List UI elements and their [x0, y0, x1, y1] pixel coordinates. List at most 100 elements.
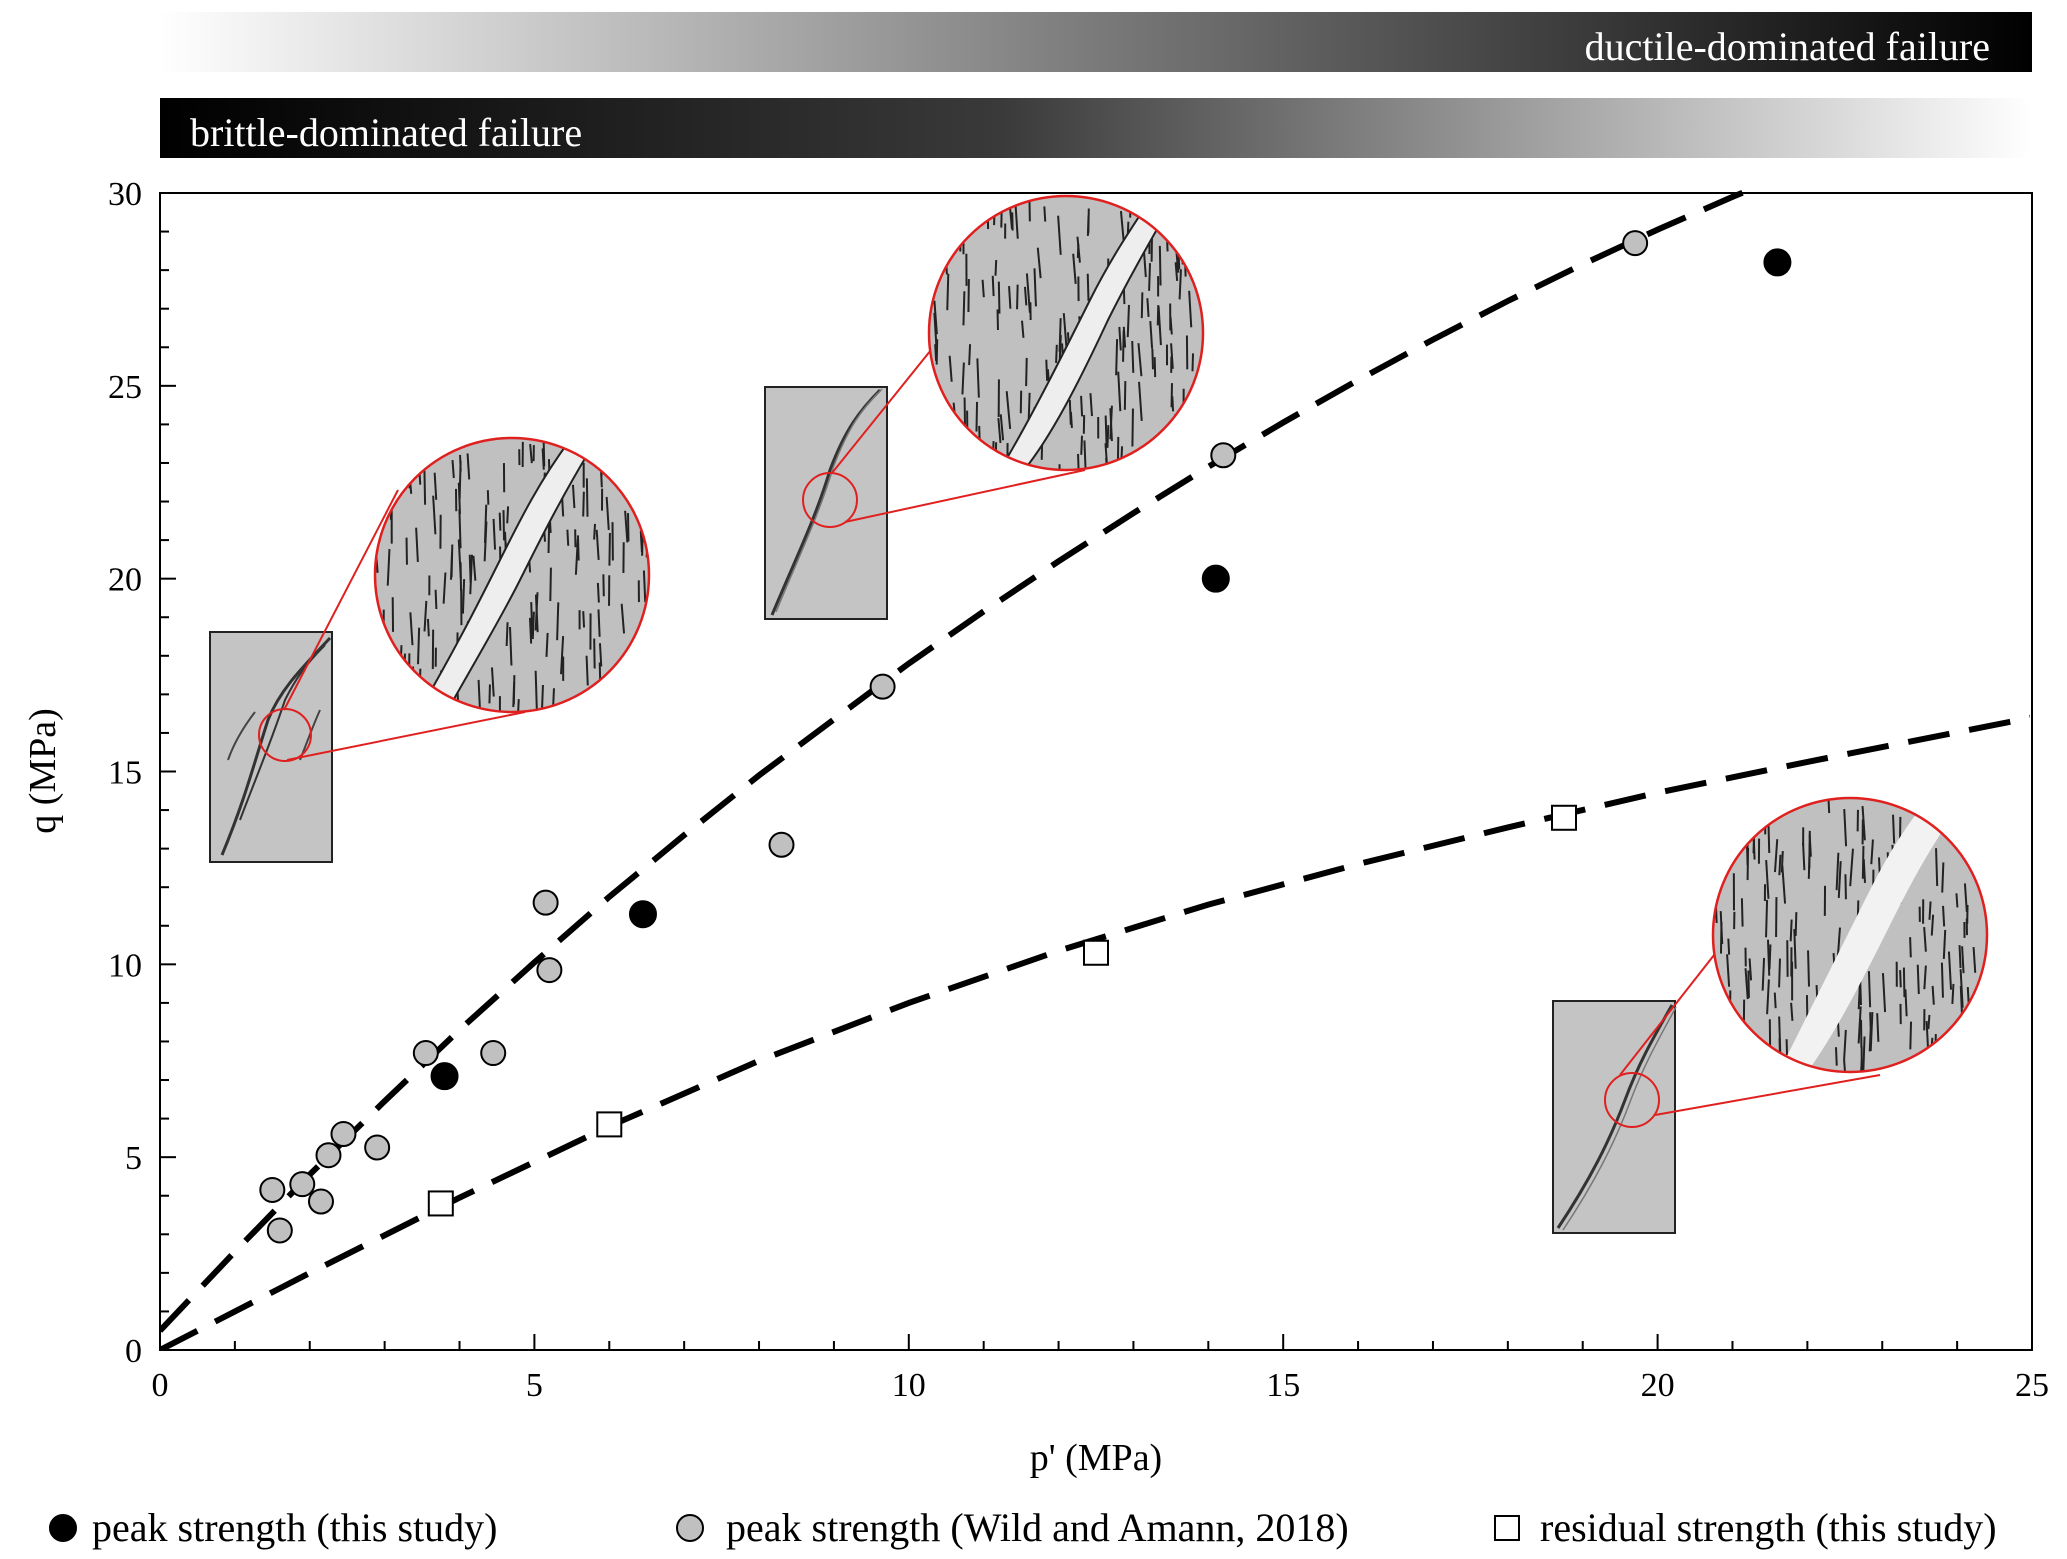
- texture-stroke: [512, 675, 516, 705]
- texture-stroke: [509, 626, 513, 666]
- texture-stroke: [423, 468, 427, 505]
- texture-stroke: [1789, 919, 1793, 942]
- brittle-band-label: brittle-dominated failure: [190, 110, 582, 155]
- texture-stroke: [632, 657, 636, 683]
- texture-stroke: [1713, 869, 1714, 884]
- texture-stroke: [1928, 901, 1932, 920]
- texture-stroke: [978, 425, 982, 465]
- texture-stroke: [594, 439, 598, 467]
- texture-stroke: [1072, 253, 1077, 284]
- peak-wild-amann-point: [330, 1121, 357, 1148]
- texture-stroke: [961, 362, 965, 395]
- texture-stroke: [418, 668, 422, 697]
- texture-stroke: [1120, 446, 1124, 466]
- legend-label-peak-wild-amann: peak strength (Wild and Amann, 2018): [726, 1505, 1349, 1550]
- peak-wild-amann-point: [532, 889, 559, 916]
- texture-stroke: [490, 667, 495, 697]
- peak-wild-amann-point: [315, 1142, 342, 1169]
- texture-stroke: [596, 582, 600, 603]
- x-tick-label: 10: [892, 1367, 926, 1404]
- texture-stroke: [1115, 339, 1119, 376]
- texture-stroke: [419, 446, 423, 467]
- texture-stroke: [994, 442, 998, 470]
- texture-stroke: [948, 355, 953, 382]
- texture-stroke: [1036, 247, 1042, 279]
- texture-stroke: [563, 705, 568, 712]
- texture-stroke: [930, 380, 935, 414]
- texture-stroke: [1170, 343, 1174, 369]
- texture-stroke: [457, 539, 462, 579]
- texture-stroke: [1843, 809, 1848, 847]
- texture-stroke: [1195, 431, 1201, 467]
- texture-stroke: [976, 358, 980, 398]
- texture-stroke: [1913, 1057, 1917, 1072]
- texture-stroke: [1862, 1036, 1866, 1071]
- texture-stroke: [1794, 912, 1798, 936]
- texture-stroke: [483, 521, 488, 562]
- texture-stroke: [1793, 929, 1797, 969]
- texture-stroke: [1773, 839, 1779, 873]
- texture-stroke: [1117, 371, 1122, 412]
- texture-stroke: [1188, 229, 1193, 267]
- texture-stroke: [1146, 298, 1150, 317]
- peak-wild-amann-point: [289, 1171, 316, 1198]
- texture-stroke: [1931, 985, 1935, 1005]
- texture-stroke: [933, 219, 939, 250]
- texture-stroke: [1930, 914, 1935, 936]
- texture-stroke: [1892, 814, 1896, 844]
- texture-stroke: [417, 627, 421, 665]
- texture-stroke: [644, 442, 648, 481]
- texture-stroke: [449, 551, 454, 580]
- texture-stroke: [571, 484, 576, 509]
- texture-stroke: [615, 695, 618, 712]
- fit-line-residual: [160, 714, 2030, 1350]
- texture-stroke: [1970, 1007, 1975, 1040]
- texture-stroke: [1131, 340, 1135, 373]
- texture-stroke: [1778, 854, 1782, 876]
- peak-wild-amann-point: [266, 1217, 293, 1244]
- x-tick-label: 0: [152, 1367, 169, 1404]
- texture-stroke: [1746, 807, 1750, 835]
- texture-stroke: [1958, 945, 1962, 968]
- texture-stroke: [1140, 292, 1144, 319]
- texture-stroke: [1881, 973, 1887, 1013]
- texture-stroke: [1718, 1052, 1722, 1072]
- texture-stroke: [598, 643, 603, 667]
- texture-stroke: [1807, 950, 1810, 987]
- texture-stroke: [1717, 856, 1721, 882]
- texture-stroke: [1033, 268, 1037, 307]
- texture-stroke: [1740, 898, 1744, 927]
- texture-stroke: [375, 661, 381, 696]
- texture-stroke: [1835, 852, 1840, 891]
- texture-stroke: [1733, 839, 1737, 860]
- texture-stroke: [1752, 835, 1756, 860]
- y-tick-label: 5: [125, 1140, 142, 1177]
- peak-wild-amann-point: [412, 1040, 439, 1067]
- texture-stroke: [1077, 453, 1080, 470]
- texture-stroke: [1025, 357, 1028, 387]
- texture-stroke: [597, 609, 601, 637]
- peak-wild-amann-point: [259, 1176, 286, 1203]
- texture-stroke: [1183, 246, 1187, 277]
- texture-stroke: [641, 500, 645, 534]
- legend-marker-residual: [1494, 1515, 1520, 1541]
- residual-this-study-point: [1083, 939, 1109, 966]
- texture-stroke: [651, 704, 652, 719]
- texture-stroke: [1909, 937, 1912, 958]
- texture-stroke: [1956, 1059, 1960, 1072]
- texture-stroke: [1080, 395, 1084, 417]
- texture-stroke: [1178, 269, 1182, 300]
- texture-stroke: [1802, 843, 1806, 871]
- texture-stroke: [457, 482, 461, 515]
- texture-stroke: [1170, 436, 1175, 470]
- texture-stroke: [1023, 286, 1028, 306]
- texture-stroke: [610, 713, 611, 748]
- texture-stroke: [1122, 330, 1125, 362]
- texture-stroke: [946, 273, 950, 311]
- texture-stroke: [1766, 939, 1771, 976]
- peak-wild-amann-point: [869, 673, 896, 700]
- texture-stroke: [933, 312, 938, 345]
- texture-stroke: [1025, 273, 1031, 313]
- texture-stroke: [1104, 443, 1110, 470]
